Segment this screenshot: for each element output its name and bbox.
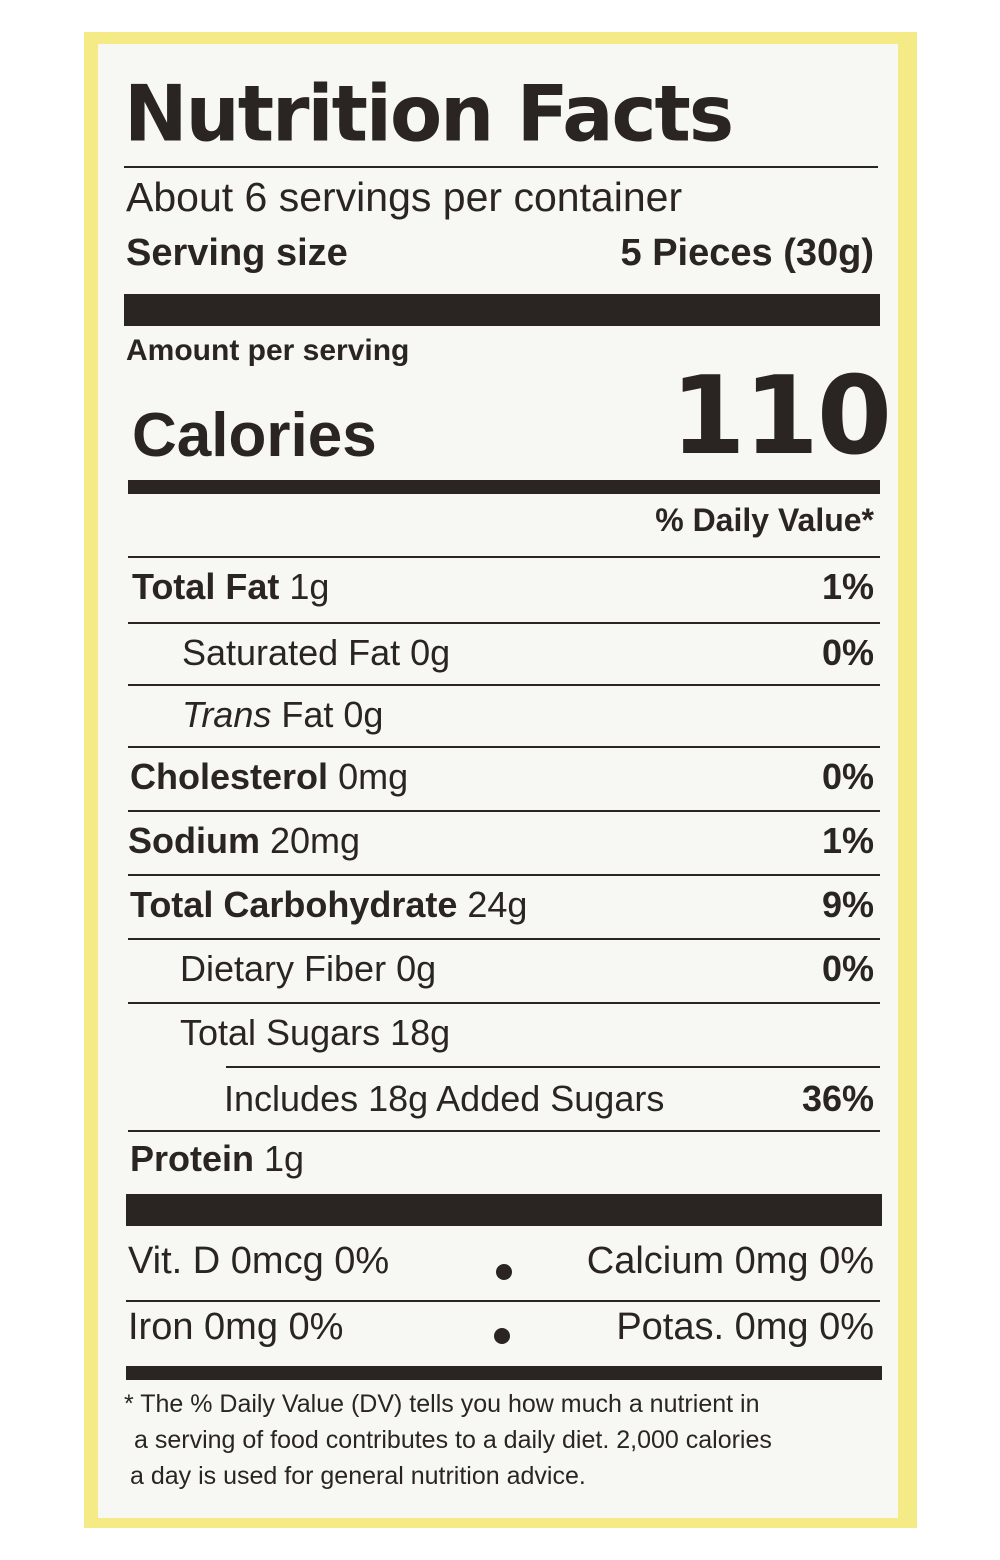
iron: Iron 0mg 0% [128,1306,344,1348]
amount-per-serving: Amount per serving [126,334,410,367]
row-divider [126,1300,880,1302]
nutrient-saturated-fat: Saturated Fat 0g [182,632,451,673]
bullet-dot [496,1264,512,1280]
row-divider [128,874,880,876]
nutrient-sodium: Sodium 20mg [128,820,361,861]
dv-cholesterol: 0% [821,756,874,797]
nutrient-total-sugars: Total Sugars 18g [180,1012,451,1053]
thick-divider [124,294,880,326]
thick-divider [126,1194,882,1226]
vitamin-d: Vit. D 0mcg 0% [128,1240,390,1282]
row-divider [128,1002,880,1004]
row-divider [128,810,880,812]
row-divider [128,556,880,558]
row-divider [226,1066,880,1068]
footnote-line: a day is used for general nutrition advi… [130,1462,586,1490]
dv-sodium: 1% [821,820,874,861]
nutrient-protein: Protein 1g [130,1138,305,1179]
dv-total-carbohydrate: 9% [821,884,874,925]
label-title: Nutrition Facts [124,68,734,159]
row-divider [128,938,880,940]
daily-value-header: % Daily Value* [655,502,874,538]
calories-label: Calories [132,401,377,470]
row-divider [128,746,880,748]
footnote-line: a serving of food contributes to a daily… [134,1426,772,1454]
serving-size-value: 5 Pieces (30g) [620,232,874,274]
dv-added-sugars: 36% [801,1078,874,1119]
nutrient-added-sugars: Includes 18g Added Sugars [224,1078,665,1119]
nutrient-cholesterol: Cholesterol 0mg [130,756,409,797]
nutrient-trans-fat: Trans Fat 0g [182,694,384,735]
calcium: Calcium 0mg 0% [586,1240,874,1282]
nutrition-facts-panel: Nutrition Facts About 6 servings per con… [98,44,898,1518]
dv-total-fat: 1% [821,566,874,607]
servings-per-container: About 6 servings per container [126,174,683,220]
footnote-line: * The % Daily Value (DV) tells you how m… [124,1390,760,1418]
potassium: Potas. 0mg 0% [616,1306,874,1348]
nutrient-total-carbohydrate: Total Carbohydrate 24g [130,884,528,925]
nutrient-total-fat: Total Fat 1g [132,566,330,607]
dv-dietary-fiber: 0% [821,948,874,989]
nutrient-dietary-fiber: Dietary Fiber 0g [180,948,437,989]
row-divider [128,622,880,624]
title-divider [124,166,878,168]
serving-size-label: Serving size [126,232,348,274]
calories-divider [128,480,880,494]
calories-value: 110 [670,354,892,479]
row-divider [128,684,880,686]
label-border: Nutrition Facts About 6 servings per con… [84,32,917,1528]
row-divider [128,1130,880,1132]
dv-saturated-fat: 0% [821,632,874,673]
footnote-divider [126,1366,882,1380]
bullet-dot [494,1328,510,1344]
